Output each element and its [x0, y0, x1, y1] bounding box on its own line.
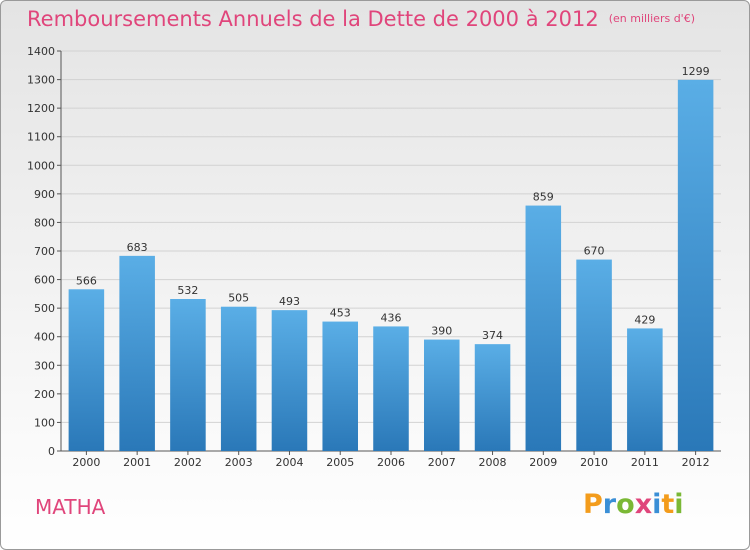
bar-2006	[373, 326, 409, 451]
bar-2010	[576, 259, 612, 451]
x-tick-label: 2009	[529, 456, 557, 469]
bar-2000	[68, 289, 105, 451]
y-tick-label: 1400	[27, 45, 55, 58]
x-tick-label: 2003	[225, 456, 253, 469]
value-label: 566	[76, 274, 97, 287]
commune-name: MATHA	[35, 495, 106, 519]
value-label: 436	[381, 311, 402, 324]
bars	[68, 79, 714, 451]
value-label: 683	[127, 241, 148, 254]
value-label: 390	[431, 325, 452, 338]
logo-letter: o	[616, 489, 635, 520]
value-label: 670	[584, 245, 605, 258]
y-tick-label: 300	[34, 359, 55, 372]
x-tick-label: 2008	[479, 456, 507, 469]
y-tick-label: 1200	[27, 102, 55, 115]
logo-letter: i	[674, 489, 684, 520]
bar-2004	[271, 310, 308, 451]
bar-2012	[677, 79, 714, 451]
bar-2005	[322, 321, 358, 451]
bar-2008	[474, 344, 511, 451]
chart-subtitle: (en milliers d'€)	[608, 12, 695, 25]
y-tick-label: 1100	[27, 131, 55, 144]
x-tick-label: 2005	[326, 456, 354, 469]
value-label: 453	[330, 307, 351, 320]
bar-2011	[627, 328, 663, 451]
bar-2009	[525, 205, 562, 451]
bar-2007	[424, 339, 460, 451]
bar-2002	[170, 299, 206, 451]
x-tick-label: 2010	[580, 456, 608, 469]
x-tick-label: 2012	[682, 456, 710, 469]
value-label: 374	[482, 329, 503, 342]
value-label: 859	[533, 191, 554, 204]
y-tick-label: 1000	[27, 159, 55, 172]
value-label: 1299	[682, 65, 710, 78]
logo-letter: x	[634, 489, 653, 520]
logo-letter: t	[661, 489, 675, 520]
value-label: 532	[177, 284, 198, 297]
value-label: 493	[279, 295, 300, 308]
y-tick-label: 500	[34, 302, 55, 315]
logo-letter: P	[583, 489, 603, 520]
logo-letter: i	[652, 489, 662, 520]
chart-title-text: Remboursements Annuels de la Dette de 20…	[27, 7, 599, 31]
x-tick-label: 2007	[428, 456, 456, 469]
value-label: 429	[634, 313, 655, 326]
y-tick-label: 600	[34, 274, 55, 287]
bar-2001	[119, 255, 155, 451]
value-label: 505	[228, 292, 249, 305]
x-tick-label: 2000	[72, 456, 100, 469]
logo-letter: r	[602, 489, 617, 520]
y-tick-label: 900	[34, 188, 55, 201]
y-tick-label: 0	[48, 445, 55, 458]
y-tick-label: 1300	[27, 74, 55, 87]
y-tick-label: 400	[34, 331, 55, 344]
x-tick-label: 2006	[377, 456, 405, 469]
y-tick-label: 700	[34, 245, 55, 258]
x-tick-label: 2001	[123, 456, 151, 469]
x-tick-label: 2004	[275, 456, 303, 469]
chart-title: Remboursements Annuels de la Dette de 20…	[27, 7, 695, 31]
bar-2003	[220, 306, 257, 451]
labels: 0 100 200 300 400 500 600 700 800 900 1000 1100 1200…	[27, 45, 710, 469]
x-tick-label: 2011	[631, 456, 659, 469]
y-tick-label: 800	[34, 216, 55, 229]
y-tick-label: 100	[34, 416, 55, 429]
x-tick-label: 2002	[174, 456, 202, 469]
y-tick-label: 200	[34, 388, 55, 401]
proxiti-logo: Proxiti	[583, 489, 684, 520]
